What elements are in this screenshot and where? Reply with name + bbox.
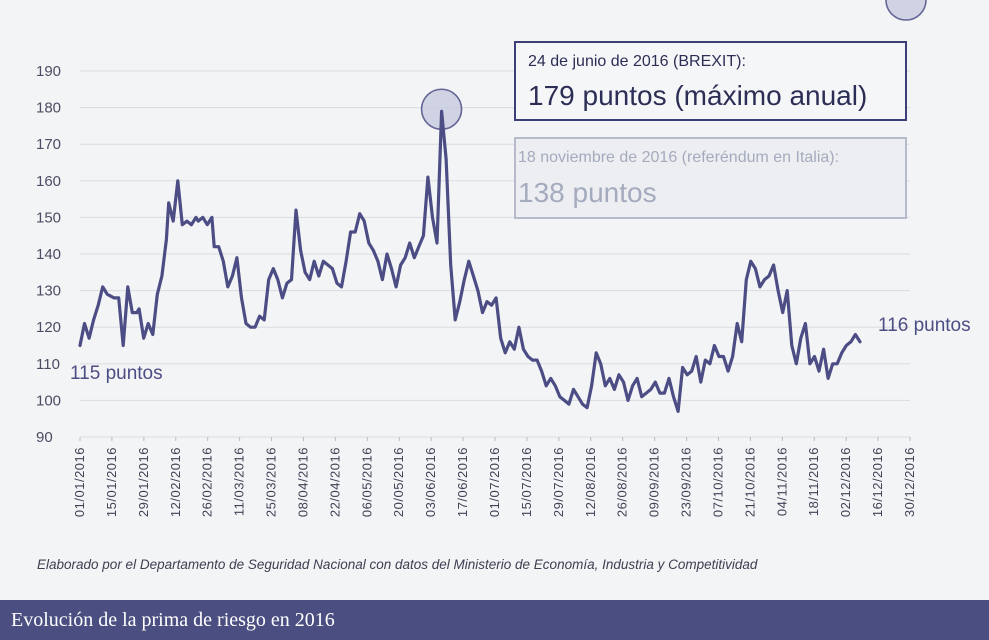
x-tick-label: 23/09/2016 xyxy=(679,447,694,517)
end-label: 116 puntos xyxy=(878,315,971,336)
x-tick-label: 16/12/2016 xyxy=(870,447,885,517)
x-tick-label: 20/05/2016 xyxy=(391,447,406,517)
y-tick-label: 130 xyxy=(36,283,61,300)
y-tick-label: 120 xyxy=(36,319,61,336)
series-layer xyxy=(78,109,862,413)
brexit-annotation: 24 de junio de 2016 (BREXIT): 179 puntos… xyxy=(514,41,907,121)
x-tick-label: 15/07/2016 xyxy=(519,447,534,517)
y-tick-label: 110 xyxy=(36,356,60,373)
source-note: Elaborado por el Departamento de Segurid… xyxy=(37,557,758,572)
x-tick-label: 22/04/2016 xyxy=(327,447,342,517)
y-tick-label: 100 xyxy=(36,392,61,409)
caption-title: Evolución de la prima de riesgo en 2016 xyxy=(11,609,335,631)
x-tick-label: 25/03/2016 xyxy=(264,447,279,517)
y-axis-ticks: 190 180 170 160 150 140 130 120 110 100 90 xyxy=(36,63,61,446)
y-tick-label: 140 xyxy=(36,246,61,263)
x-tick-label: 12/08/2016 xyxy=(583,447,598,517)
y-tick-label: 190 xyxy=(36,63,61,80)
x-tick-label: 06/05/2016 xyxy=(359,447,374,517)
series-line-risk-premium xyxy=(78,109,862,413)
x-axis-ticks: 01/01/2016 15/01/2016 29/01/2016 12/02/2016… xyxy=(72,437,917,517)
x-tick-label: 12/02/2016 xyxy=(168,447,183,517)
y-tick-label: 170 xyxy=(36,136,61,153)
y-tick-label: 150 xyxy=(36,209,61,226)
x-tick-label: 01/07/2016 xyxy=(487,447,502,517)
brexit-annotation-value: 179 puntos (máximo anual) xyxy=(528,80,868,111)
x-tick-label: 02/12/2016 xyxy=(838,447,853,517)
x-tick-label: 01/01/2016 xyxy=(72,447,87,517)
y-tick-label: 90 xyxy=(36,429,53,446)
italy-annotation: 18 noviembre de 2016 (referéndum en Ital… xyxy=(514,137,907,219)
x-tick-label: 15/01/2016 xyxy=(104,447,119,517)
y-tick-label: 160 xyxy=(36,173,61,190)
x-tick-label: 30/12/2016 xyxy=(902,447,917,517)
x-tick-label: 26/02/2016 xyxy=(200,447,215,517)
x-tick-label: 04/11/2016 xyxy=(774,447,789,516)
grid-layer xyxy=(80,70,910,438)
x-tick-label: 29/01/2016 xyxy=(136,447,151,517)
italy-peak-marker xyxy=(885,0,927,21)
risk-premium-chart: 190 180 170 160 150 140 130 120 110 100 90 01/01/2… xyxy=(36,0,971,517)
y-tick-label: 180 xyxy=(36,100,61,117)
chart-area: 190 180 170 160 150 140 130 120 110 100 90 01/01/2… xyxy=(0,0,989,600)
x-tick-label: 26/08/2016 xyxy=(615,447,630,517)
x-tick-label: 29/07/2016 xyxy=(551,447,566,517)
brexit-annotation-title: 24 de junio de 2016 (BREXIT): xyxy=(528,53,746,70)
italy-annotation-title: 18 noviembre de 2016 (referéndum en Ital… xyxy=(518,149,840,166)
caption-bar: Evolución de la prima de riesgo en 2016 xyxy=(0,600,989,640)
x-tick-label: 11/03/2016 xyxy=(232,447,247,516)
start-label: 115 puntos xyxy=(70,363,163,384)
x-tick-label: 08/04/2016 xyxy=(295,447,310,517)
x-tick-label: 09/09/2016 xyxy=(647,447,662,517)
italy-annotation-value: 138 puntos xyxy=(518,177,657,208)
x-tick-label: 21/10/2016 xyxy=(742,447,757,517)
x-tick-label: 07/10/2016 xyxy=(710,447,725,517)
x-tick-label: 17/06/2016 xyxy=(455,447,470,517)
x-tick-label: 18/11/2016 xyxy=(806,447,821,516)
x-tick-label: 03/06/2016 xyxy=(423,447,438,517)
peak-markers xyxy=(420,0,927,131)
